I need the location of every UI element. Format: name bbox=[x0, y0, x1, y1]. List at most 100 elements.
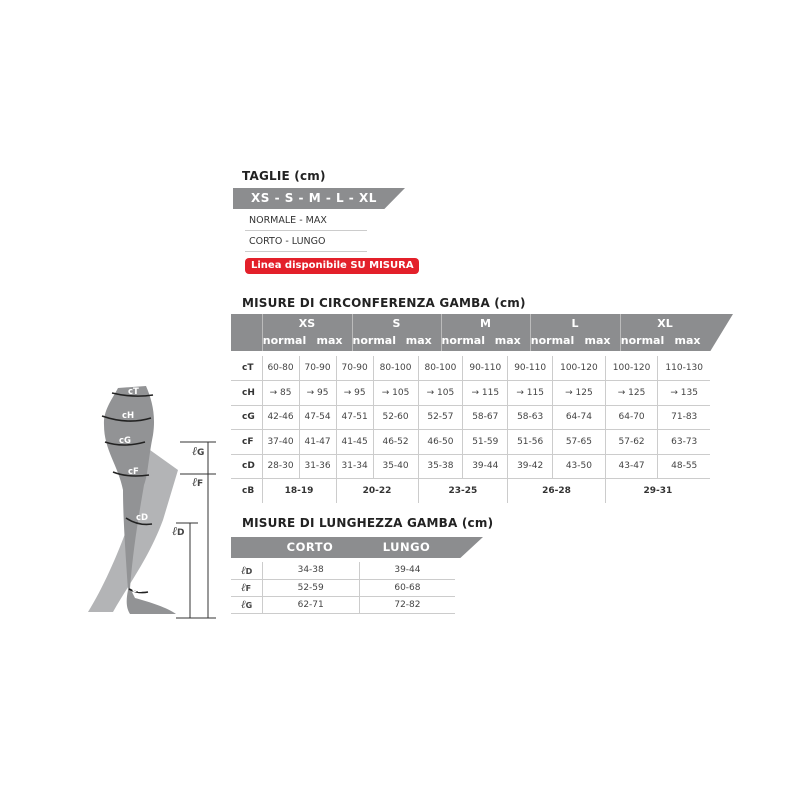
cell: 64-74 bbox=[552, 405, 606, 430]
table-row: cD 28-30 31-36 31-34 35-40 35-38 39-44 39-42 43-… bbox=[231, 454, 710, 479]
table-row: cG 42-46 47-54 47-51 52-60 52-57 58-67 58-63 64-… bbox=[231, 405, 710, 430]
label-cH: cH bbox=[122, 411, 134, 421]
sub-header: max bbox=[494, 334, 521, 347]
cell: 35-40 bbox=[372, 454, 418, 479]
table-row: ℓG 62-71 72-82 bbox=[231, 596, 455, 614]
row-label: cF bbox=[231, 429, 262, 455]
option-corto-lungo: CORTO - LUNGO bbox=[245, 231, 367, 252]
table-row: cT 60-80 70-90 70-90 80-100 80-100 90-110 90-11… bbox=[231, 356, 710, 381]
dim-lG: ℓG bbox=[192, 444, 205, 458]
row-label: cD bbox=[231, 454, 262, 479]
size-header-xs: XS bbox=[298, 317, 316, 330]
cell: 39-44 bbox=[462, 454, 508, 479]
cell: 37-40 bbox=[261, 429, 300, 455]
cell: 47-54 bbox=[298, 405, 337, 430]
circumference-table: cT 60-80 70-90 70-90 80-100 80-100 90-110 90-11… bbox=[231, 356, 710, 503]
cell: 51-56 bbox=[507, 429, 553, 455]
cell: 39-44 bbox=[358, 562, 455, 580]
table-row-cB: cB 18-19 20-22 23-25 26-28 29-31 bbox=[231, 478, 710, 503]
cell: 58-67 bbox=[462, 405, 508, 430]
sizes-title: TAGLIE (cm) bbox=[242, 169, 326, 183]
cell: 57-62 bbox=[604, 429, 658, 455]
cell: 41-45 bbox=[335, 429, 374, 455]
cell: 51-59 bbox=[462, 429, 508, 455]
cell: → 85 bbox=[261, 380, 300, 406]
cell: 110-130 bbox=[657, 356, 710, 381]
divider bbox=[441, 314, 442, 351]
table-row: cF 37-40 41-47 41-45 46-52 46-50 51-59 51-56 57-… bbox=[231, 429, 710, 455]
col-corto: CORTO bbox=[286, 540, 334, 554]
divider bbox=[620, 314, 621, 351]
cell: 46-50 bbox=[417, 429, 463, 455]
length-table: ℓD 34-38 39-44 ℓF 52-59 60-68 ℓG 62-71 72-82 bbox=[231, 562, 455, 614]
cell: 26-28 bbox=[507, 478, 606, 503]
cell: 60-80 bbox=[261, 356, 300, 381]
divider bbox=[530, 314, 531, 351]
cell: 20-22 bbox=[335, 478, 418, 503]
row-label: cH bbox=[231, 380, 262, 406]
cell: 58-63 bbox=[507, 405, 553, 430]
label-cT: cT bbox=[128, 387, 139, 397]
row-label: ℓD bbox=[231, 562, 262, 580]
front-leg-shape bbox=[103, 386, 176, 614]
cell: → 125 bbox=[604, 380, 658, 406]
label-cD: cD bbox=[136, 513, 148, 523]
cell: 46-52 bbox=[372, 429, 418, 455]
sub-header: normal bbox=[620, 334, 665, 347]
size-header-s: S bbox=[392, 317, 401, 330]
sub-header: max bbox=[405, 334, 432, 347]
cell: → 105 bbox=[372, 380, 418, 406]
cell: 39-42 bbox=[507, 454, 553, 479]
cell: 100-120 bbox=[604, 356, 658, 381]
cell: → 115 bbox=[507, 380, 553, 406]
circumference-title: MISURE DI CIRCONFERENZA GAMBA (cm) bbox=[242, 296, 526, 310]
sub-header: max bbox=[584, 334, 611, 347]
cell: 63-73 bbox=[657, 429, 710, 455]
dim-lD: ℓD bbox=[172, 524, 185, 538]
cell: → 105 bbox=[417, 380, 463, 406]
cell: 18-19 bbox=[261, 478, 337, 503]
row-label: cB bbox=[242, 486, 255, 496]
cell: 28-30 bbox=[261, 454, 300, 479]
option-normal-max: NORMALE - MAX bbox=[245, 210, 367, 231]
cell: 70-90 bbox=[335, 356, 374, 381]
cell: 60-68 bbox=[358, 579, 455, 597]
size-header-m: M bbox=[480, 317, 491, 330]
length-title: MISURE DI LUNGHEZZA GAMBA (cm) bbox=[242, 516, 494, 530]
table-row: ℓD 34-38 39-44 bbox=[231, 562, 455, 580]
cell: 100-120 bbox=[552, 356, 606, 381]
cell: 80-100 bbox=[372, 356, 418, 381]
sub-header: max bbox=[674, 334, 701, 347]
divider bbox=[262, 314, 263, 351]
cell: 72-82 bbox=[358, 596, 455, 614]
cell: 52-60 bbox=[372, 405, 418, 430]
cell: 42-46 bbox=[261, 405, 300, 430]
size-header-xl: XL bbox=[657, 317, 673, 330]
dim-lF: ℓF bbox=[192, 475, 204, 489]
row-label: ℓG bbox=[231, 596, 262, 614]
cell: 48-55 bbox=[657, 454, 710, 479]
label-cF: cF bbox=[128, 467, 139, 477]
cell: 80-100 bbox=[417, 356, 463, 381]
row-label: ℓF bbox=[231, 579, 262, 597]
table-row: cH → 85 → 95 → 95 → 105 → 105 → 115 → 115 → 125 →… bbox=[231, 380, 710, 406]
sub-header: normal bbox=[262, 334, 307, 347]
cell: 90-110 bbox=[507, 356, 553, 381]
table-row: ℓF 52-59 60-68 bbox=[231, 579, 455, 597]
cell: 57-65 bbox=[552, 429, 606, 455]
cell: 34-38 bbox=[261, 562, 360, 580]
cell: 29-31 bbox=[604, 478, 710, 503]
sub-header: normal bbox=[352, 334, 396, 347]
custom-badge: Linea disponibile SU MISURA bbox=[245, 258, 419, 274]
label-cB: cB bbox=[132, 585, 144, 595]
cell: → 135 bbox=[657, 380, 710, 406]
cell: 52-59 bbox=[261, 579, 360, 597]
cell: 52-57 bbox=[417, 405, 463, 430]
row-label: cG bbox=[231, 405, 262, 430]
cell: 41-47 bbox=[298, 429, 337, 455]
cell: 35-38 bbox=[417, 454, 463, 479]
col-lungo: LUNGO bbox=[382, 540, 431, 554]
cell: → 95 bbox=[298, 380, 337, 406]
size-header-l: L bbox=[571, 317, 579, 330]
